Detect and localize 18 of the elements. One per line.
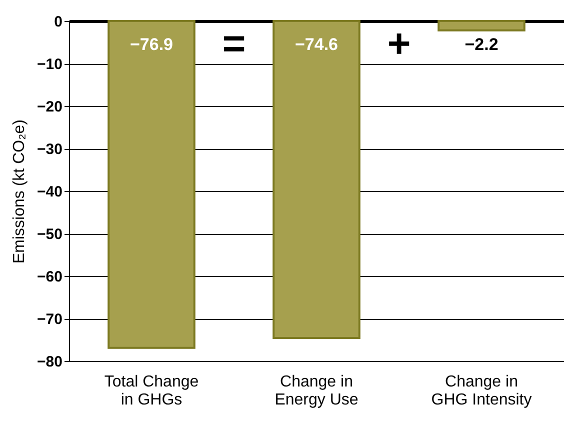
annotation: = [222, 22, 246, 66]
y-tick-label: −70 [37, 311, 62, 328]
y-tick-label: −30 [37, 141, 62, 158]
x-tick-label: Total Change in GHGs [104, 374, 199, 408]
y-tick-label: −10 [37, 56, 62, 73]
y-tick-label: −40 [37, 184, 62, 200]
y-tick-label: −20 [37, 98, 62, 116]
y-axis-title: Emissions (kt CO₂e) [11, 119, 28, 264]
y-tick-label: 0 [54, 14, 62, 30]
y-tick-label: −80 [37, 354, 62, 370]
data-label: −2.2 [464, 35, 498, 54]
x-tick-label: Change in Energy Use [274, 374, 358, 408]
y-tick-label: −50 [37, 226, 62, 243]
data-label: −76.9 [130, 35, 174, 54]
data-label: −74.6 [294, 35, 338, 54]
x-tick-label: Change in GHG Intensity [431, 374, 532, 408]
y-tick-label: −60 [37, 268, 62, 286]
annotation: + [387, 22, 411, 66]
